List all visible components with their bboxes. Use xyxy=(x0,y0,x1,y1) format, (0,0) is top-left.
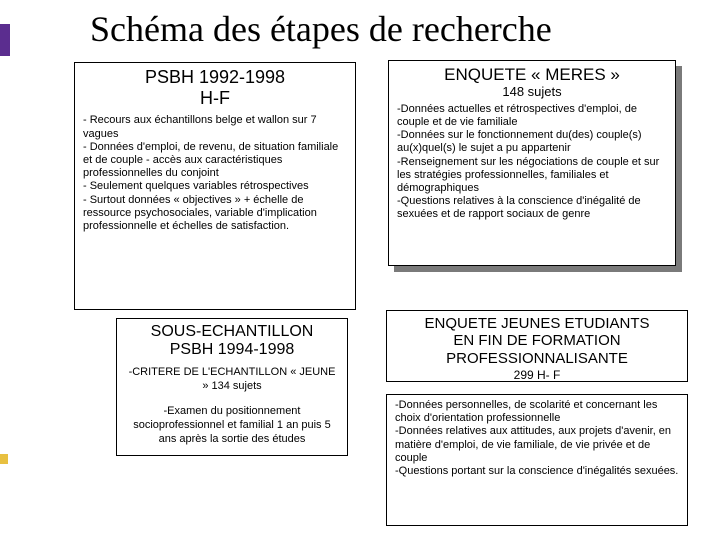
panel-meres: ENQUETE « MERES » 148 sujets -Données ac… xyxy=(388,60,676,266)
panel-sous-title-l2: PSBH 1994-1998 xyxy=(170,341,295,358)
panel-etudiants-title-text: ENQUETE JEUNES ETUDIANTS EN FIN DE FORMA… xyxy=(387,311,687,369)
page-title: Schéma des étapes de recherche xyxy=(90,8,552,50)
panel-etudiants-title-l3: PROFESSIONNALISANTE xyxy=(446,350,628,367)
panel-meres-sub: 148 sujets xyxy=(389,85,675,99)
panel-sous-echantillon: SOUS-ECHANTILLON PSBH 1994-1998 -CRITERE… xyxy=(116,318,348,456)
panel-etudiants-body: -Données personnelles, de scolarité et c… xyxy=(386,394,688,526)
panel-etudiants-sub: 299 H- F xyxy=(387,369,687,382)
panel-meres-body: -Données actuelles et rétrospectives d'e… xyxy=(389,99,675,226)
panel-sous-sub2: -Examen du positionnement socioprofessio… xyxy=(117,397,347,450)
panel-psbh-title: PSBH 1992-1998 H-F xyxy=(75,63,355,110)
marker-icon xyxy=(0,454,8,464)
panel-psbh-body: - Recours aux échantillons belge et wall… xyxy=(75,110,355,237)
panel-etudiants-body-text: -Données personnelles, de scolarité et c… xyxy=(387,395,687,482)
panel-sous-title-l1: SOUS-ECHANTILLON xyxy=(151,323,314,340)
panel-sous-sub1: -CRITERE DE L'ECHANTILLON « JEUNE » 134 … xyxy=(117,362,347,398)
accent-bar xyxy=(0,24,10,56)
panel-psbh: PSBH 1992-1998 H-F - Recours aux échanti… xyxy=(74,62,356,310)
panel-etudiants-title: ENQUETE JEUNES ETUDIANTS EN FIN DE FORMA… xyxy=(386,310,688,382)
panel-psbh-title-l2: H-F xyxy=(200,88,230,108)
panel-etudiants-title-l2: EN FIN DE FORMATION xyxy=(453,332,620,349)
panel-psbh-title-l1: PSBH 1992-1998 xyxy=(145,67,285,87)
panel-sous-title: SOUS-ECHANTILLON PSBH 1994-1998 xyxy=(117,319,347,362)
panel-etudiants-title-l1: ENQUETE JEUNES ETUDIANTS xyxy=(424,315,649,332)
panel-meres-title: ENQUETE « MERES » xyxy=(389,61,675,85)
